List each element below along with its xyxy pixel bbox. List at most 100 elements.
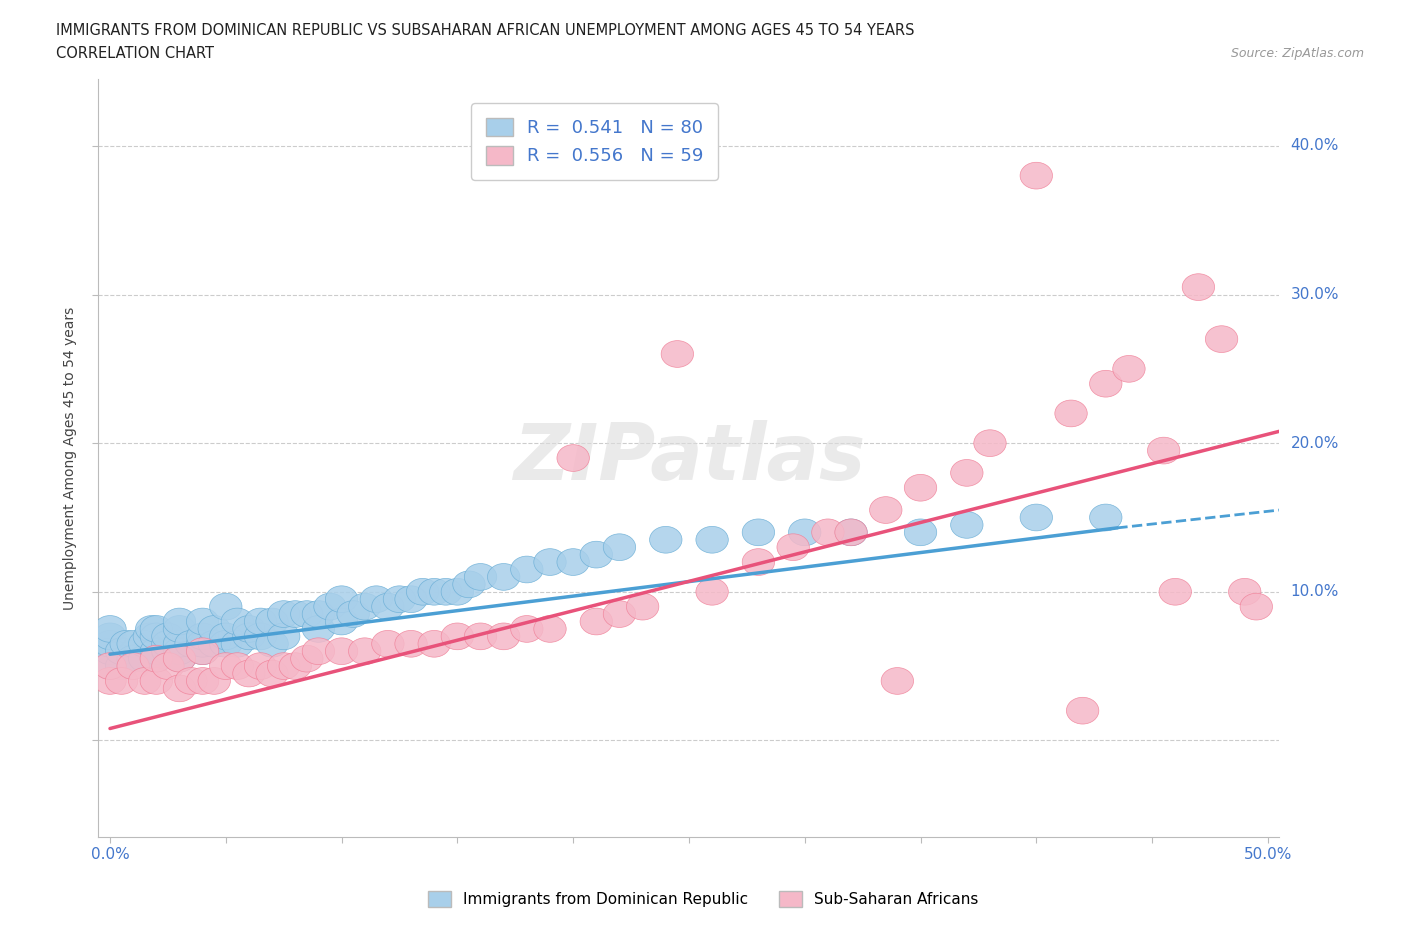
Ellipse shape [650,526,682,553]
Ellipse shape [395,586,427,613]
Ellipse shape [163,638,195,665]
Ellipse shape [488,564,520,591]
Ellipse shape [441,623,474,650]
Ellipse shape [581,608,613,635]
Ellipse shape [1112,355,1144,382]
Ellipse shape [221,608,253,635]
Ellipse shape [1159,578,1191,605]
Legend: R =  0.541   N = 80, R =  0.556   N = 59: R = 0.541 N = 80, R = 0.556 N = 59 [471,103,718,179]
Ellipse shape [1147,437,1180,464]
Ellipse shape [105,638,138,665]
Ellipse shape [349,638,381,665]
Ellipse shape [245,653,277,680]
Ellipse shape [325,638,357,665]
Ellipse shape [152,653,184,680]
Ellipse shape [209,653,242,680]
Ellipse shape [141,638,173,665]
Ellipse shape [174,631,207,658]
Ellipse shape [1182,273,1215,300]
Ellipse shape [141,645,173,672]
Ellipse shape [209,593,242,620]
Ellipse shape [141,668,173,695]
Ellipse shape [418,631,450,658]
Ellipse shape [187,631,219,658]
Ellipse shape [163,631,195,658]
Ellipse shape [267,623,299,650]
Ellipse shape [152,623,184,650]
Ellipse shape [198,631,231,658]
Ellipse shape [510,556,543,583]
Ellipse shape [163,616,195,643]
Ellipse shape [117,645,149,672]
Ellipse shape [128,668,160,695]
Ellipse shape [453,571,485,598]
Ellipse shape [141,616,173,643]
Ellipse shape [418,578,450,605]
Text: IMMIGRANTS FROM DOMINICAN REPUBLIC VS SUBSAHARAN AFRICAN UNEMPLOYMENT AMONG AGES: IMMIGRANTS FROM DOMINICAN REPUBLIC VS SU… [56,23,915,38]
Ellipse shape [1090,370,1122,397]
Ellipse shape [198,616,231,643]
Ellipse shape [221,653,253,680]
Ellipse shape [337,601,370,628]
Ellipse shape [1240,593,1272,620]
Ellipse shape [441,578,474,605]
Ellipse shape [661,340,693,367]
Ellipse shape [302,616,335,643]
Ellipse shape [464,564,496,591]
Ellipse shape [325,586,357,613]
Ellipse shape [94,616,127,643]
Ellipse shape [245,608,277,635]
Ellipse shape [811,519,844,546]
Ellipse shape [430,578,463,605]
Text: 40.0%: 40.0% [1291,139,1339,153]
Ellipse shape [291,601,323,628]
Ellipse shape [534,616,567,643]
Ellipse shape [267,653,299,680]
Ellipse shape [464,623,496,650]
Ellipse shape [882,668,914,695]
Ellipse shape [302,638,335,665]
Ellipse shape [581,541,613,568]
Ellipse shape [105,668,138,695]
Ellipse shape [117,653,149,680]
Ellipse shape [135,616,167,643]
Ellipse shape [233,660,266,687]
Ellipse shape [384,586,416,613]
Ellipse shape [510,616,543,643]
Ellipse shape [187,623,219,650]
Ellipse shape [187,668,219,695]
Ellipse shape [152,631,184,658]
Ellipse shape [1021,504,1053,531]
Text: ZIPatlas: ZIPatlas [513,420,865,496]
Ellipse shape [1054,400,1087,427]
Ellipse shape [742,519,775,546]
Ellipse shape [256,631,288,658]
Ellipse shape [869,497,903,524]
Ellipse shape [371,631,404,658]
Ellipse shape [152,638,184,665]
Text: 10.0%: 10.0% [1291,584,1339,599]
Ellipse shape [488,623,520,650]
Ellipse shape [174,668,207,695]
Ellipse shape [742,549,775,576]
Ellipse shape [406,578,439,605]
Ellipse shape [278,601,312,628]
Ellipse shape [256,608,288,635]
Ellipse shape [1066,698,1099,724]
Ellipse shape [360,586,392,613]
Ellipse shape [349,593,381,620]
Ellipse shape [603,534,636,561]
Ellipse shape [904,519,936,546]
Ellipse shape [221,631,253,658]
Ellipse shape [974,430,1007,457]
Ellipse shape [128,645,160,672]
Legend: Immigrants from Dominican Republic, Sub-Saharan Africans: Immigrants from Dominican Republic, Sub-… [422,884,984,913]
Ellipse shape [950,459,983,486]
Ellipse shape [1090,504,1122,531]
Ellipse shape [233,623,266,650]
Ellipse shape [302,601,335,628]
Ellipse shape [187,638,219,665]
Ellipse shape [778,534,810,561]
Ellipse shape [1021,162,1053,189]
Ellipse shape [94,653,127,680]
